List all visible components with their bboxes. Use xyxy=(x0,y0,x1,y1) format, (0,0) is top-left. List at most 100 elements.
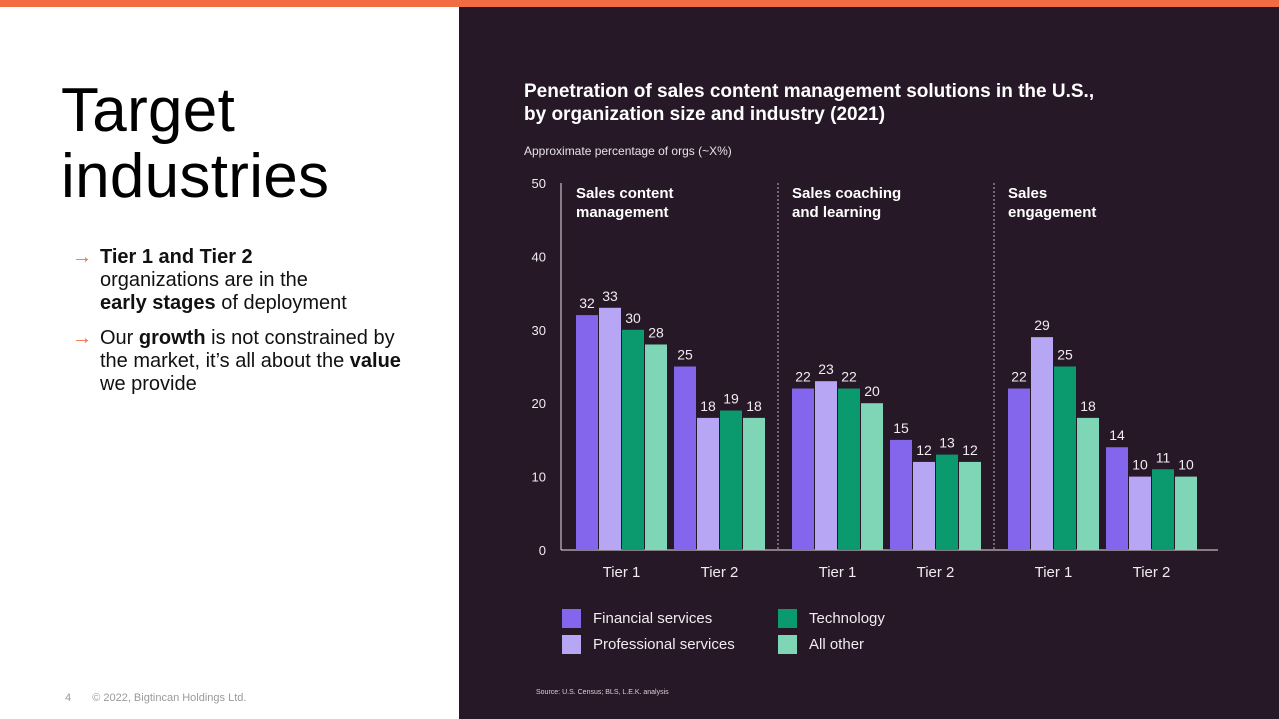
data-label: 12 xyxy=(916,442,932,458)
x-tick-label: Tier 1 xyxy=(603,564,641,581)
data-label: 30 xyxy=(625,310,641,326)
y-tick-label: 20 xyxy=(532,396,546,411)
data-label: 23 xyxy=(818,361,834,377)
bar-financial xyxy=(1106,447,1128,550)
x-tick-label: Tier 2 xyxy=(701,564,739,581)
bar-technology xyxy=(1054,366,1076,550)
y-tick-label: 10 xyxy=(532,470,546,485)
chart-title: Penetration of sales content management … xyxy=(524,80,1094,126)
data-label: 18 xyxy=(746,398,762,414)
bar-financial xyxy=(1008,388,1030,550)
legend-item-professional: Professional services xyxy=(562,635,735,654)
x-tick-label: Tier 1 xyxy=(819,564,857,581)
y-tick-label: 50 xyxy=(532,176,546,191)
bar-technology xyxy=(720,410,742,550)
legend-item-other: All other xyxy=(778,635,864,654)
data-label: 28 xyxy=(648,324,664,340)
data-label: 15 xyxy=(893,420,909,436)
bar-technology xyxy=(936,454,958,550)
y-tick-label: 30 xyxy=(532,323,546,338)
y-axis-label: Approximate percentage of orgs (~X%) xyxy=(524,144,732,158)
chart-title-line-2: by organization size and industry (2021) xyxy=(524,104,886,125)
bullet-item-1: → Tier 1 and Tier 2 organizations are in… xyxy=(72,246,422,315)
arrow-right-icon: → xyxy=(72,246,92,268)
legend-item-technology: Technology xyxy=(778,609,885,628)
data-label: 25 xyxy=(1057,347,1073,363)
y-tick-label: 40 xyxy=(532,249,546,264)
data-label: 33 xyxy=(602,288,618,304)
data-label: 10 xyxy=(1178,457,1194,473)
legend-swatch-professional xyxy=(562,635,581,654)
data-label: 22 xyxy=(1011,369,1027,385)
panel-title-line-2: and learning xyxy=(792,204,881,221)
bar-other xyxy=(1077,417,1099,550)
chart-source: Source: U.S. Census; BLS, L.E.K. analysi… xyxy=(536,689,669,696)
data-label: 18 xyxy=(1080,398,1096,414)
x-tick-label: Tier 1 xyxy=(1035,564,1073,581)
data-label: 14 xyxy=(1109,427,1125,443)
bar-professional xyxy=(1129,476,1151,550)
page-number: 4 xyxy=(65,692,72,704)
data-label: 25 xyxy=(677,347,693,363)
bar-other xyxy=(645,344,667,550)
legend-swatch-technology xyxy=(778,609,797,628)
data-label: 19 xyxy=(723,391,739,407)
bar-professional xyxy=(815,381,837,550)
data-label: 18 xyxy=(700,398,716,414)
bar-other xyxy=(861,403,883,550)
bar-technology xyxy=(622,329,644,550)
legend-label-technology: Technology xyxy=(809,610,885,627)
bullet2-bold2: value xyxy=(349,350,401,372)
data-label: 29 xyxy=(1034,317,1050,333)
data-label: 11 xyxy=(1156,449,1171,465)
bar-technology xyxy=(1152,469,1174,550)
bar-technology xyxy=(838,388,860,550)
panel-title-line-2: management xyxy=(576,204,669,221)
top-accent-bar xyxy=(0,0,1279,7)
bullet1-text2: of deployment xyxy=(221,292,347,314)
bullet1-bold2: early stages xyxy=(100,292,216,314)
bullet-item-2: → Our growth is not constrained by the m… xyxy=(72,327,422,396)
legend-item-financial: Financial services xyxy=(562,609,712,628)
legend-label-professional: Professional services xyxy=(593,636,735,653)
bar-professional xyxy=(599,307,621,550)
title-line-2: industries xyxy=(61,142,330,211)
legend-swatch-financial xyxy=(562,609,581,628)
x-tick-label: Tier 2 xyxy=(917,564,955,581)
bullet-list: → Tier 1 and Tier 2 organizations are in… xyxy=(72,246,422,408)
bullet2-text2: is not constrained by the market, it’s a… xyxy=(100,327,395,372)
bar-financial xyxy=(792,388,814,550)
legend-label-financial: Financial services xyxy=(593,610,713,627)
data-label: 13 xyxy=(939,435,955,451)
bullet1-bold1: Tier 1 and Tier 2 xyxy=(100,246,253,268)
panel-title-line-1: Sales content xyxy=(576,185,674,202)
bar-financial xyxy=(674,366,696,550)
panel-title-line-2: engagement xyxy=(1008,204,1096,221)
footer: 4 © 2022, Bigtincan Holdings Ltd. xyxy=(65,692,264,704)
bar-professional xyxy=(697,417,719,550)
bar-professional xyxy=(913,461,935,550)
legend-label-other: All other xyxy=(809,636,865,653)
bar-other xyxy=(1175,476,1197,550)
bullet1-text1: organizations are in the xyxy=(100,269,308,291)
legend-swatch-other xyxy=(778,635,797,654)
title-line-1: Target xyxy=(61,76,236,145)
y-tick-label: 0 xyxy=(539,543,546,558)
data-label: 20 xyxy=(864,383,880,399)
chart-legend: Financial services Professional services… xyxy=(562,609,982,661)
data-label: 32 xyxy=(579,295,595,311)
chart-title-line-1: Penetration of sales content management … xyxy=(524,81,1095,102)
x-tick-label: Tier 2 xyxy=(1133,564,1171,581)
bar-financial xyxy=(576,315,598,550)
copyright: © 2022, Bigtincan Holdings Ltd. xyxy=(92,692,247,704)
bar-other xyxy=(959,461,981,550)
data-label: 22 xyxy=(841,369,857,385)
bar-professional xyxy=(1031,337,1053,550)
panel-title-line-1: Sales coaching xyxy=(792,185,901,202)
bullet2-bold1: growth xyxy=(138,327,206,349)
page-title: Target industries xyxy=(61,78,329,210)
bar-other xyxy=(743,417,765,550)
bullet2-text1: Our xyxy=(100,327,134,349)
arrow-right-icon: → xyxy=(72,327,92,349)
